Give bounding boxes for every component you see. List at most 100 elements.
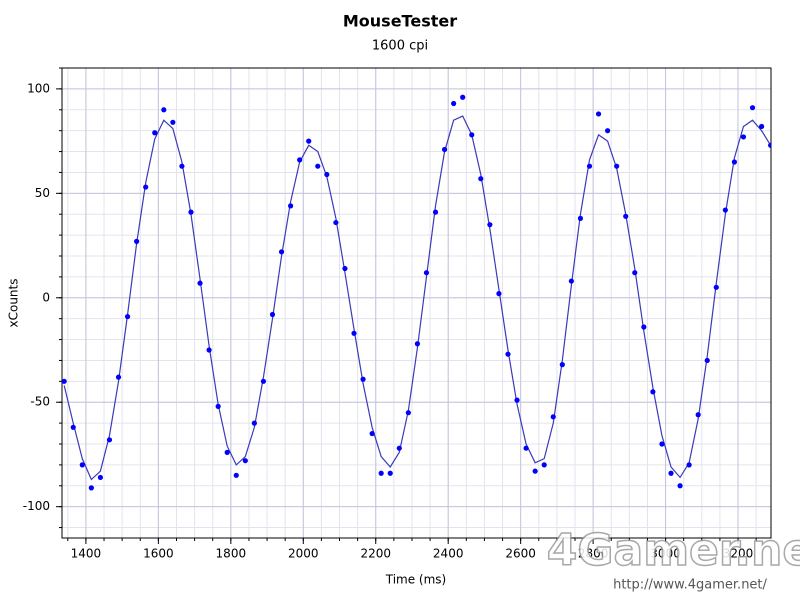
data-point: [632, 270, 638, 276]
data-point: [170, 119, 176, 125]
y-tick-label: -50: [30, 395, 50, 409]
data-point: [70, 424, 76, 430]
data-point: [351, 330, 357, 336]
data-point: [577, 215, 584, 221]
data-point: [423, 270, 430, 276]
data-point: [505, 351, 511, 357]
data-point: [242, 458, 248, 464]
x-tick-label: 2200: [360, 547, 391, 561]
watermark: 4Gamer.net: [547, 525, 800, 576]
data-point: [333, 219, 339, 226]
data-point: [387, 470, 393, 476]
x-tick-label: 2800: [578, 547, 609, 561]
data-point: [278, 249, 285, 255]
data-point: [460, 94, 466, 100]
data-point: [451, 100, 457, 107]
data-point: [188, 209, 194, 215]
data-point: [143, 184, 149, 190]
data-point: [541, 462, 547, 468]
data-point: [342, 265, 348, 272]
data-point: [550, 414, 556, 420]
data-point: [306, 138, 312, 144]
data-point: [161, 107, 167, 113]
data-point: [614, 163, 620, 169]
data-point: [523, 445, 529, 451]
data-point: [378, 470, 384, 476]
data-point: [251, 420, 257, 426]
plot-frame: [61, 67, 772, 539]
data-point: [97, 474, 104, 481]
x-tick-label: 1800: [216, 547, 247, 561]
data-point: [288, 203, 294, 209]
data-point: [62, 378, 67, 384]
fit-line: [63, 115, 771, 481]
data-point: [369, 430, 375, 437]
data-point: [197, 280, 203, 286]
data-point: [179, 163, 185, 169]
data-point: [605, 128, 611, 134]
data-point: [740, 134, 747, 140]
data-point: [686, 462, 692, 468]
data-point: [124, 313, 131, 320]
data-point: [768, 142, 771, 148]
data-point: [559, 362, 565, 368]
data-point: [315, 163, 321, 169]
data-point: [297, 157, 303, 163]
data-point: [414, 341, 421, 347]
y-tick-label: 0: [42, 290, 50, 304]
data-point: [206, 347, 212, 353]
data-point: [115, 374, 122, 380]
data-point: [731, 159, 738, 165]
data-point: [704, 357, 710, 364]
y-axis-label: xCounts: [7, 279, 21, 328]
data-point: [405, 410, 411, 416]
plot-layer: 1400 1600 1800 2000 2200 2400 2600 2800 3000 3200…: [23, 67, 772, 561]
data-point: [713, 284, 719, 290]
data-point: [106, 437, 113, 443]
data-point: [441, 146, 448, 153]
data-point: [478, 176, 484, 182]
chart-subtitle: 1600 cpi: [372, 39, 428, 54]
data-point: [677, 483, 683, 489]
data-point: [260, 378, 267, 384]
x-tick-label: 2400: [433, 547, 464, 561]
y-tick-label: 100: [27, 81, 50, 95]
data-point: [324, 171, 330, 178]
data-point: [215, 403, 221, 409]
data-point: [722, 207, 728, 213]
data-point: [650, 389, 656, 395]
data-point: [88, 485, 94, 491]
data-point: [233, 472, 239, 478]
data-point: [695, 412, 701, 418]
x-tick-label: 2000: [288, 547, 319, 561]
data-point: [396, 445, 402, 451]
data-point: [360, 376, 366, 382]
x-tick-label: 2600: [505, 547, 536, 561]
data-point: [668, 470, 674, 476]
data-point: [432, 209, 439, 215]
data-point: [496, 291, 502, 297]
chart-title: MouseTester: [343, 12, 457, 31]
data-point: [514, 397, 520, 403]
data-point: [758, 123, 765, 130]
x-axis-label: Time (ms): [385, 573, 447, 587]
data-point: [623, 213, 629, 219]
y-tick-label: 50: [35, 186, 50, 200]
x-tick-label: 3200: [723, 547, 754, 561]
x-tick-label: 3000: [650, 547, 681, 561]
x-tick-label: 1600: [143, 547, 174, 561]
watermark-url: http://www.4gamer.net/: [613, 578, 767, 593]
data-point: [152, 130, 158, 136]
y-tick-label: -100: [23, 499, 50, 513]
data-point: [469, 132, 475, 138]
data-point: [586, 163, 593, 169]
data-point: [487, 222, 493, 228]
data-point: [749, 105, 756, 111]
x-tick-label: 1400: [71, 547, 102, 561]
data-point: [595, 111, 602, 117]
data-point: [134, 238, 140, 244]
data-point: [224, 449, 230, 455]
data-point: [532, 468, 538, 474]
